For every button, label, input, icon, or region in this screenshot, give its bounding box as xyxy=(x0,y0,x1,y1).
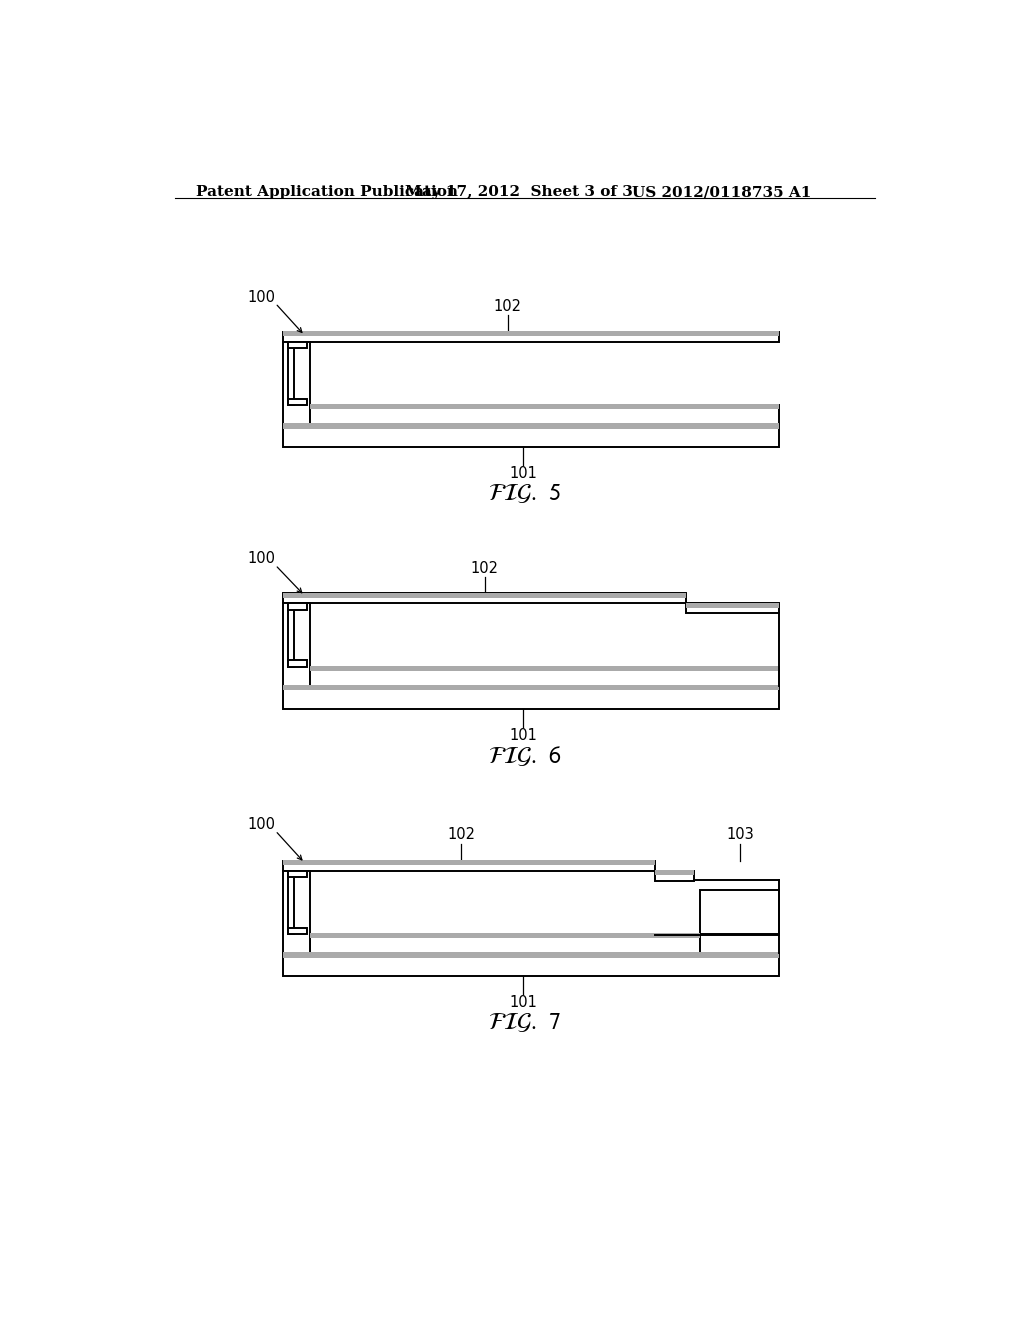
Bar xyxy=(310,667,779,686)
Bar xyxy=(283,331,779,337)
Bar xyxy=(310,933,700,939)
Text: $\mathcal{FIG.\ 5}$: $\mathcal{FIG.\ 5}$ xyxy=(488,482,561,504)
Text: 102: 102 xyxy=(494,298,522,314)
Bar xyxy=(288,399,307,405)
Bar xyxy=(283,424,779,429)
Bar xyxy=(288,342,307,348)
Bar xyxy=(283,861,655,871)
Text: 101: 101 xyxy=(509,729,538,743)
Bar xyxy=(283,593,686,598)
Bar xyxy=(310,405,779,424)
Text: 101: 101 xyxy=(509,995,538,1010)
Text: 100: 100 xyxy=(247,817,275,832)
Text: US 2012/0118735 A1: US 2012/0118735 A1 xyxy=(632,185,811,199)
Bar xyxy=(310,404,779,409)
Bar xyxy=(283,594,686,603)
Bar xyxy=(288,603,294,667)
Bar xyxy=(655,871,693,880)
Bar xyxy=(283,871,310,953)
Bar xyxy=(283,859,655,866)
Bar xyxy=(310,933,700,953)
Bar xyxy=(283,603,310,686)
Bar xyxy=(700,890,779,933)
Text: May 17, 2012  Sheet 3 of 3: May 17, 2012 Sheet 3 of 3 xyxy=(406,185,633,199)
Text: $\mathcal{FIG.\ 6}$: $\mathcal{FIG.\ 6}$ xyxy=(487,743,562,768)
Bar xyxy=(686,603,779,614)
Bar xyxy=(283,424,779,447)
Bar xyxy=(283,953,779,977)
Text: 102: 102 xyxy=(470,561,499,576)
Text: 100: 100 xyxy=(247,289,275,305)
Bar xyxy=(288,871,307,876)
Bar xyxy=(288,603,307,610)
Bar xyxy=(283,685,779,690)
Bar xyxy=(686,603,779,609)
Text: 103: 103 xyxy=(726,828,754,842)
Bar xyxy=(288,342,294,405)
Bar xyxy=(283,331,779,342)
Bar xyxy=(288,660,307,667)
Bar xyxy=(283,952,779,958)
Bar xyxy=(283,342,310,424)
Bar xyxy=(283,686,779,709)
Text: Patent Application Publication: Patent Application Publication xyxy=(197,185,458,199)
Text: 101: 101 xyxy=(509,466,538,482)
Bar xyxy=(310,933,700,939)
Text: 100: 100 xyxy=(247,552,275,566)
Text: $\mathcal{FIG.\ 7}$: $\mathcal{FIG.\ 7}$ xyxy=(488,1011,561,1034)
Bar xyxy=(655,870,693,875)
Bar xyxy=(288,871,294,933)
Bar xyxy=(310,665,779,671)
Bar xyxy=(288,928,307,933)
Text: 102: 102 xyxy=(447,828,475,842)
